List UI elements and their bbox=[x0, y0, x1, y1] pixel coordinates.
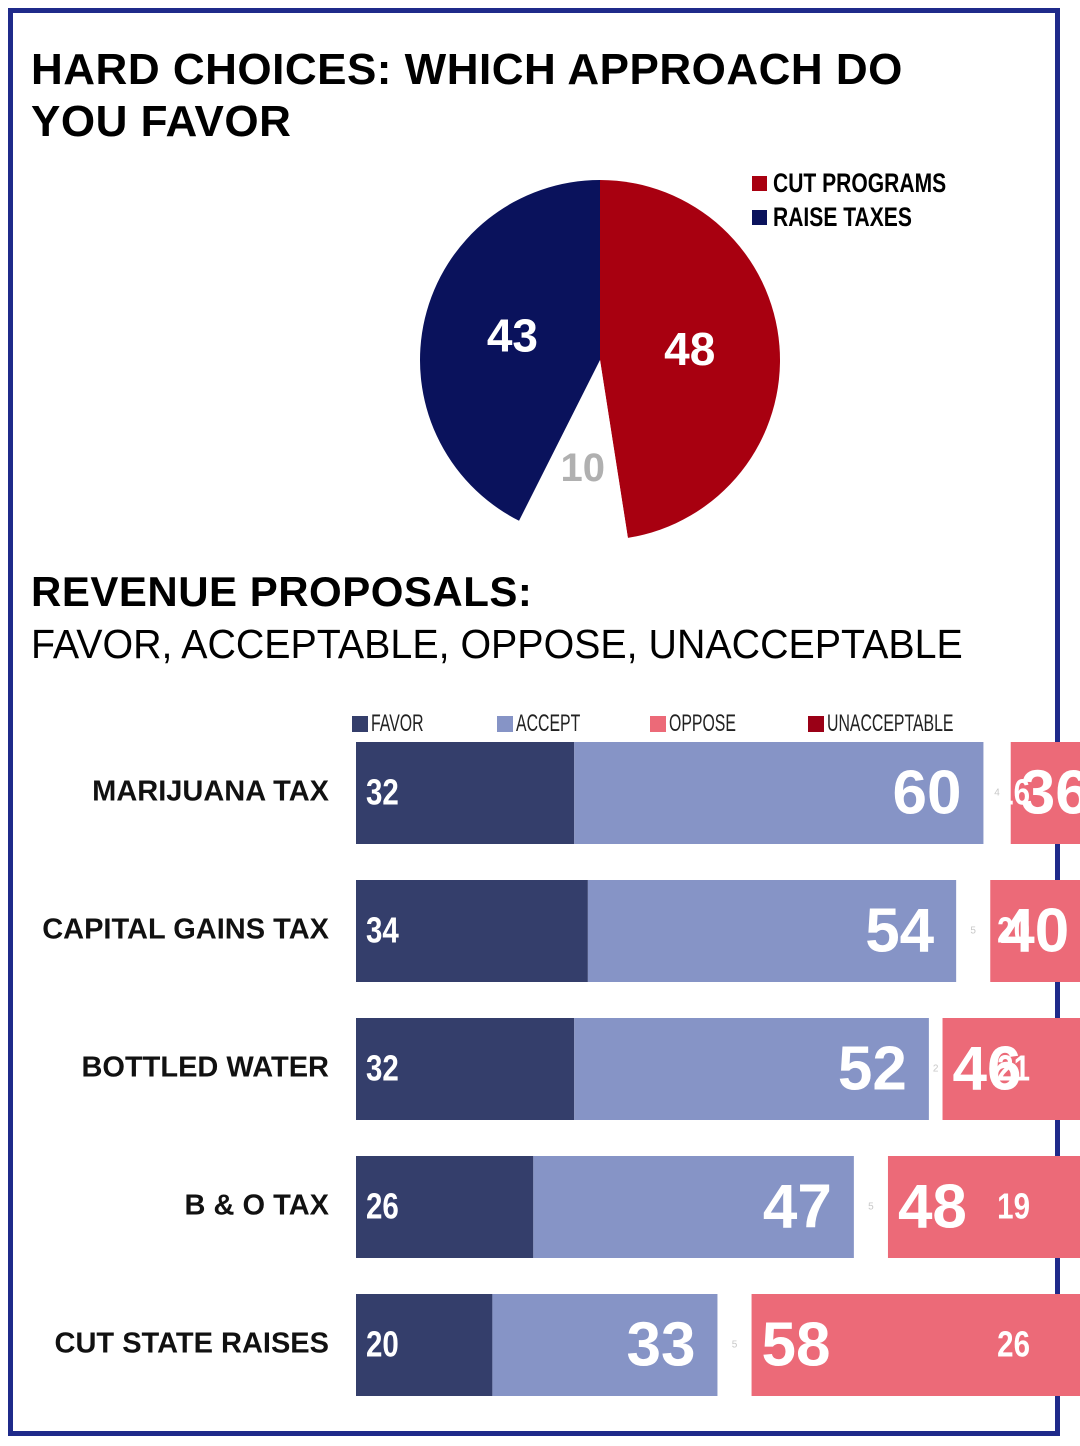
bar-oppose bbox=[990, 880, 1080, 982]
pie-legend: CUT PROGRAMS RAISE TAXES bbox=[752, 166, 995, 234]
pie-chart-title: HARD CHOICES: WHICH APPROACH DO YOU FAVO… bbox=[31, 45, 903, 146]
category-label: MARIJUANA TAX bbox=[92, 776, 329, 808]
label-accept: 47 bbox=[763, 1172, 832, 1241]
bar-oppose bbox=[942, 1018, 1080, 1120]
legend-swatch-accept bbox=[497, 716, 513, 732]
bar-oppose bbox=[887, 1156, 1080, 1258]
label-unacceptable: 16 bbox=[997, 772, 1030, 812]
legend-label-raise-taxes: RAISE TAXES bbox=[773, 201, 912, 232]
label-oppose: 58 bbox=[762, 1310, 831, 1379]
legend-label-accept: ACCEPT bbox=[516, 710, 581, 737]
pie-slice-raise-taxes bbox=[420, 180, 600, 521]
label-accept: 33 bbox=[626, 1310, 695, 1379]
legend-swatch-raise-taxes bbox=[752, 209, 767, 225]
legend-item-raise-taxes: RAISE TAXES bbox=[752, 200, 995, 234]
legend-label-unacceptable: UNACCEPTABLE bbox=[827, 710, 954, 737]
label-accept: 52 bbox=[838, 1034, 907, 1103]
bar-favor bbox=[356, 1294, 493, 1396]
legend-swatch-cut-programs bbox=[752, 175, 767, 191]
bar-favor bbox=[356, 1156, 534, 1258]
pie-slice-cut-programs bbox=[600, 180, 780, 538]
legend-label-cut-programs: CUT PROGRAMS bbox=[773, 167, 947, 198]
category-label: B & O TAX bbox=[185, 1190, 330, 1222]
legend-swatch-unacceptable bbox=[808, 716, 824, 732]
category-label: BOTTLED WATER bbox=[81, 1052, 329, 1084]
pie-label-cut-programs: 48 bbox=[664, 323, 715, 375]
bar-favor bbox=[356, 880, 588, 982]
bar-chart-subtitle: FAVOR, ACCEPTABLE, OPPOSE, UNACCEPTABLE bbox=[31, 621, 963, 667]
legend-swatch-favor bbox=[352, 716, 368, 732]
legend-swatch-oppose bbox=[650, 716, 666, 732]
legend-label-favor: FAVOR bbox=[371, 710, 424, 737]
bar-favor bbox=[356, 742, 575, 844]
pie-label-unsure: 10 bbox=[560, 446, 605, 490]
bar-legend: FAVOR ACCEPT OPPOSE UNACCEPTABLE bbox=[0, 710, 1080, 740]
legend-label-oppose: OPPOSE bbox=[669, 710, 736, 737]
bar-oppose bbox=[1010, 742, 1080, 844]
label-favor: 32 bbox=[366, 772, 399, 812]
label-unacceptable: 20 bbox=[997, 910, 1030, 950]
label-favor: 32 bbox=[366, 1048, 399, 1088]
label-gap: 5 bbox=[868, 1202, 874, 1213]
bar-accept bbox=[587, 880, 957, 982]
label-gap: 4 bbox=[994, 788, 1000, 799]
label-accept: 60 bbox=[892, 758, 961, 827]
label-favor: 34 bbox=[366, 910, 399, 950]
bar-oppose bbox=[751, 1294, 1080, 1396]
label-oppose: 48 bbox=[898, 1172, 967, 1241]
bar-accept bbox=[574, 1018, 929, 1120]
bar-accept bbox=[533, 1156, 854, 1258]
label-gap: 2 bbox=[933, 1064, 939, 1075]
label-oppose: 40 bbox=[1000, 896, 1069, 965]
label-favor: 26 bbox=[366, 1186, 399, 1226]
label-gap: 5 bbox=[732, 1340, 738, 1351]
legend-item-oppose: OPPOSE bbox=[650, 710, 770, 738]
legend-item-unacceptable: UNACCEPTABLE bbox=[808, 710, 1019, 738]
label-accept: 54 bbox=[865, 896, 934, 965]
legend-item-cut-programs: CUT PROGRAMS bbox=[752, 166, 995, 200]
bar-chart-title: REVENUE PROPOSALS: bbox=[31, 568, 533, 615]
label-oppose: 46 bbox=[953, 1034, 1022, 1103]
pie-chart: 48 10 43 bbox=[420, 180, 780, 540]
label-favor: 20 bbox=[366, 1324, 399, 1364]
bar-favor bbox=[356, 1018, 575, 1120]
label-unacceptable: 19 bbox=[997, 1186, 1030, 1226]
category-label: CUT STATE RAISES bbox=[55, 1328, 329, 1360]
category-label: CAPITAL GAINS TAX bbox=[42, 914, 329, 946]
label-unacceptable: 26 bbox=[997, 1324, 1030, 1364]
label-gap: 5 bbox=[970, 926, 976, 937]
pie-label-raise-taxes: 43 bbox=[487, 309, 538, 361]
bar-accept bbox=[492, 1294, 718, 1396]
label-unacceptable: 21 bbox=[997, 1048, 1030, 1088]
bar-accept bbox=[574, 742, 984, 844]
legend-item-accept: ACCEPT bbox=[497, 710, 613, 738]
label-oppose: 36 bbox=[1021, 758, 1080, 827]
legend-item-favor: FAVOR bbox=[352, 710, 451, 738]
pie-slice-unsure bbox=[519, 360, 628, 540]
